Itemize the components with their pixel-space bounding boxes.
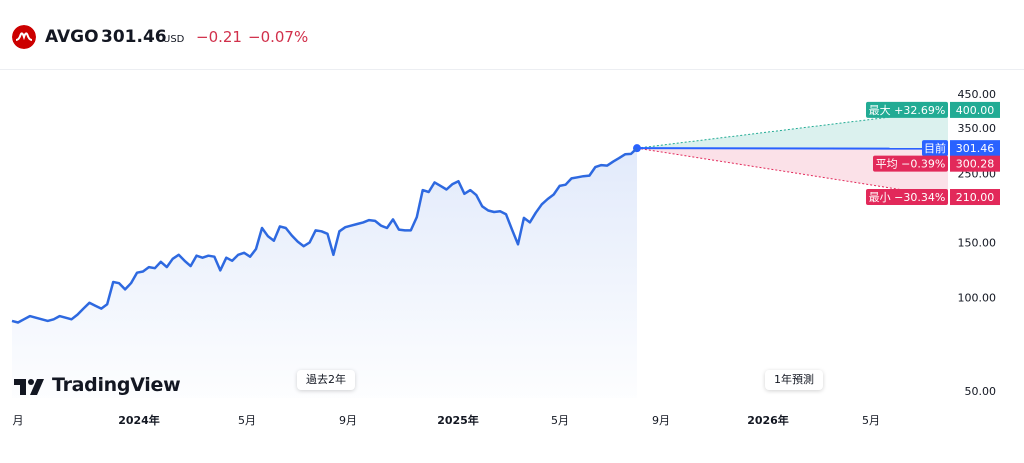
- current-price-badge: 目前 301.46: [922, 140, 1000, 157]
- currency-label: USD: [163, 34, 185, 45]
- forecast-period-label: 1年預測: [765, 370, 823, 390]
- y-tick-label: 450.00: [958, 88, 997, 101]
- forecast-min-label-bg: [866, 189, 948, 206]
- x-tick-label: 2026年: [747, 413, 789, 427]
- x-tick-label: 2025年: [437, 413, 479, 427]
- forecast-min-value-bg: [950, 189, 1000, 206]
- forecast-avg-line: [636, 147, 949, 150]
- x-tick-label: 2024年: [118, 413, 160, 427]
- y-tick-label: 50.00: [965, 385, 997, 398]
- price-change: −0.21: [196, 28, 242, 46]
- forecast-min-value: 210.00: [956, 191, 995, 204]
- forecast-avg-value: 300.28: [956, 158, 995, 171]
- history-area: [12, 148, 637, 398]
- forecast-avg-label: 平均 −0.39%: [876, 158, 946, 171]
- broadcom-logo-icon: [12, 25, 36, 49]
- forecast-min-badge: 最小 −30.34% 210.00: [866, 189, 1000, 206]
- current-price-value-bg: [950, 140, 1000, 157]
- price-history-line: [11, 147, 638, 324]
- forecast-min-line: [636, 147, 949, 198]
- forecast-max-label: 最大 +32.69%: [869, 103, 946, 117]
- current-price-label-bg: [922, 140, 948, 157]
- forecast-upper-area: [637, 109, 948, 149]
- x-tick-label: 5月: [238, 414, 256, 427]
- x-tick-label: 5月: [551, 414, 569, 427]
- forecast-avg-badge: 平均 −0.39% 300.28: [873, 155, 1000, 172]
- price-change-percent: −0.07%: [248, 28, 309, 46]
- forecast-max-value: 400.00: [956, 104, 995, 117]
- forecast-min-label: 最小 −30.34%: [869, 191, 946, 204]
- forecast-max-badge: 最大 +32.69% 400.00: [866, 101, 1000, 118]
- y-tick-label: 150.00: [958, 237, 997, 250]
- current-price-label: 目前: [924, 141, 946, 155]
- last-price: 301.46: [101, 27, 167, 47]
- x-tick-label: 5月: [862, 414, 880, 427]
- x-tick-label: 9月: [339, 414, 357, 427]
- forecast-max-label-bg: [866, 101, 948, 118]
- forecast-avg-value-bg: [950, 155, 1000, 172]
- x-tick-label: 月: [13, 414, 24, 427]
- forecast-avg-label-bg: [873, 155, 948, 172]
- y-tick-label: 350.00: [958, 122, 997, 135]
- past-period-label: 過去2年: [297, 370, 355, 390]
- forecast-max-value-bg: [950, 101, 1000, 118]
- x-tick-label: 9月: [652, 414, 670, 427]
- current-price-value: 301.46: [956, 142, 995, 155]
- ticker-symbol[interactable]: AVGO: [45, 27, 99, 47]
- tradingview-logo-icon: [14, 379, 44, 395]
- symbol-header: AVGO 301.46 USD −0.21 −0.07%: [0, 0, 1024, 70]
- y-tick-label: 100.00: [958, 291, 997, 304]
- tradingview-wordmark: TradingView: [52, 374, 181, 396]
